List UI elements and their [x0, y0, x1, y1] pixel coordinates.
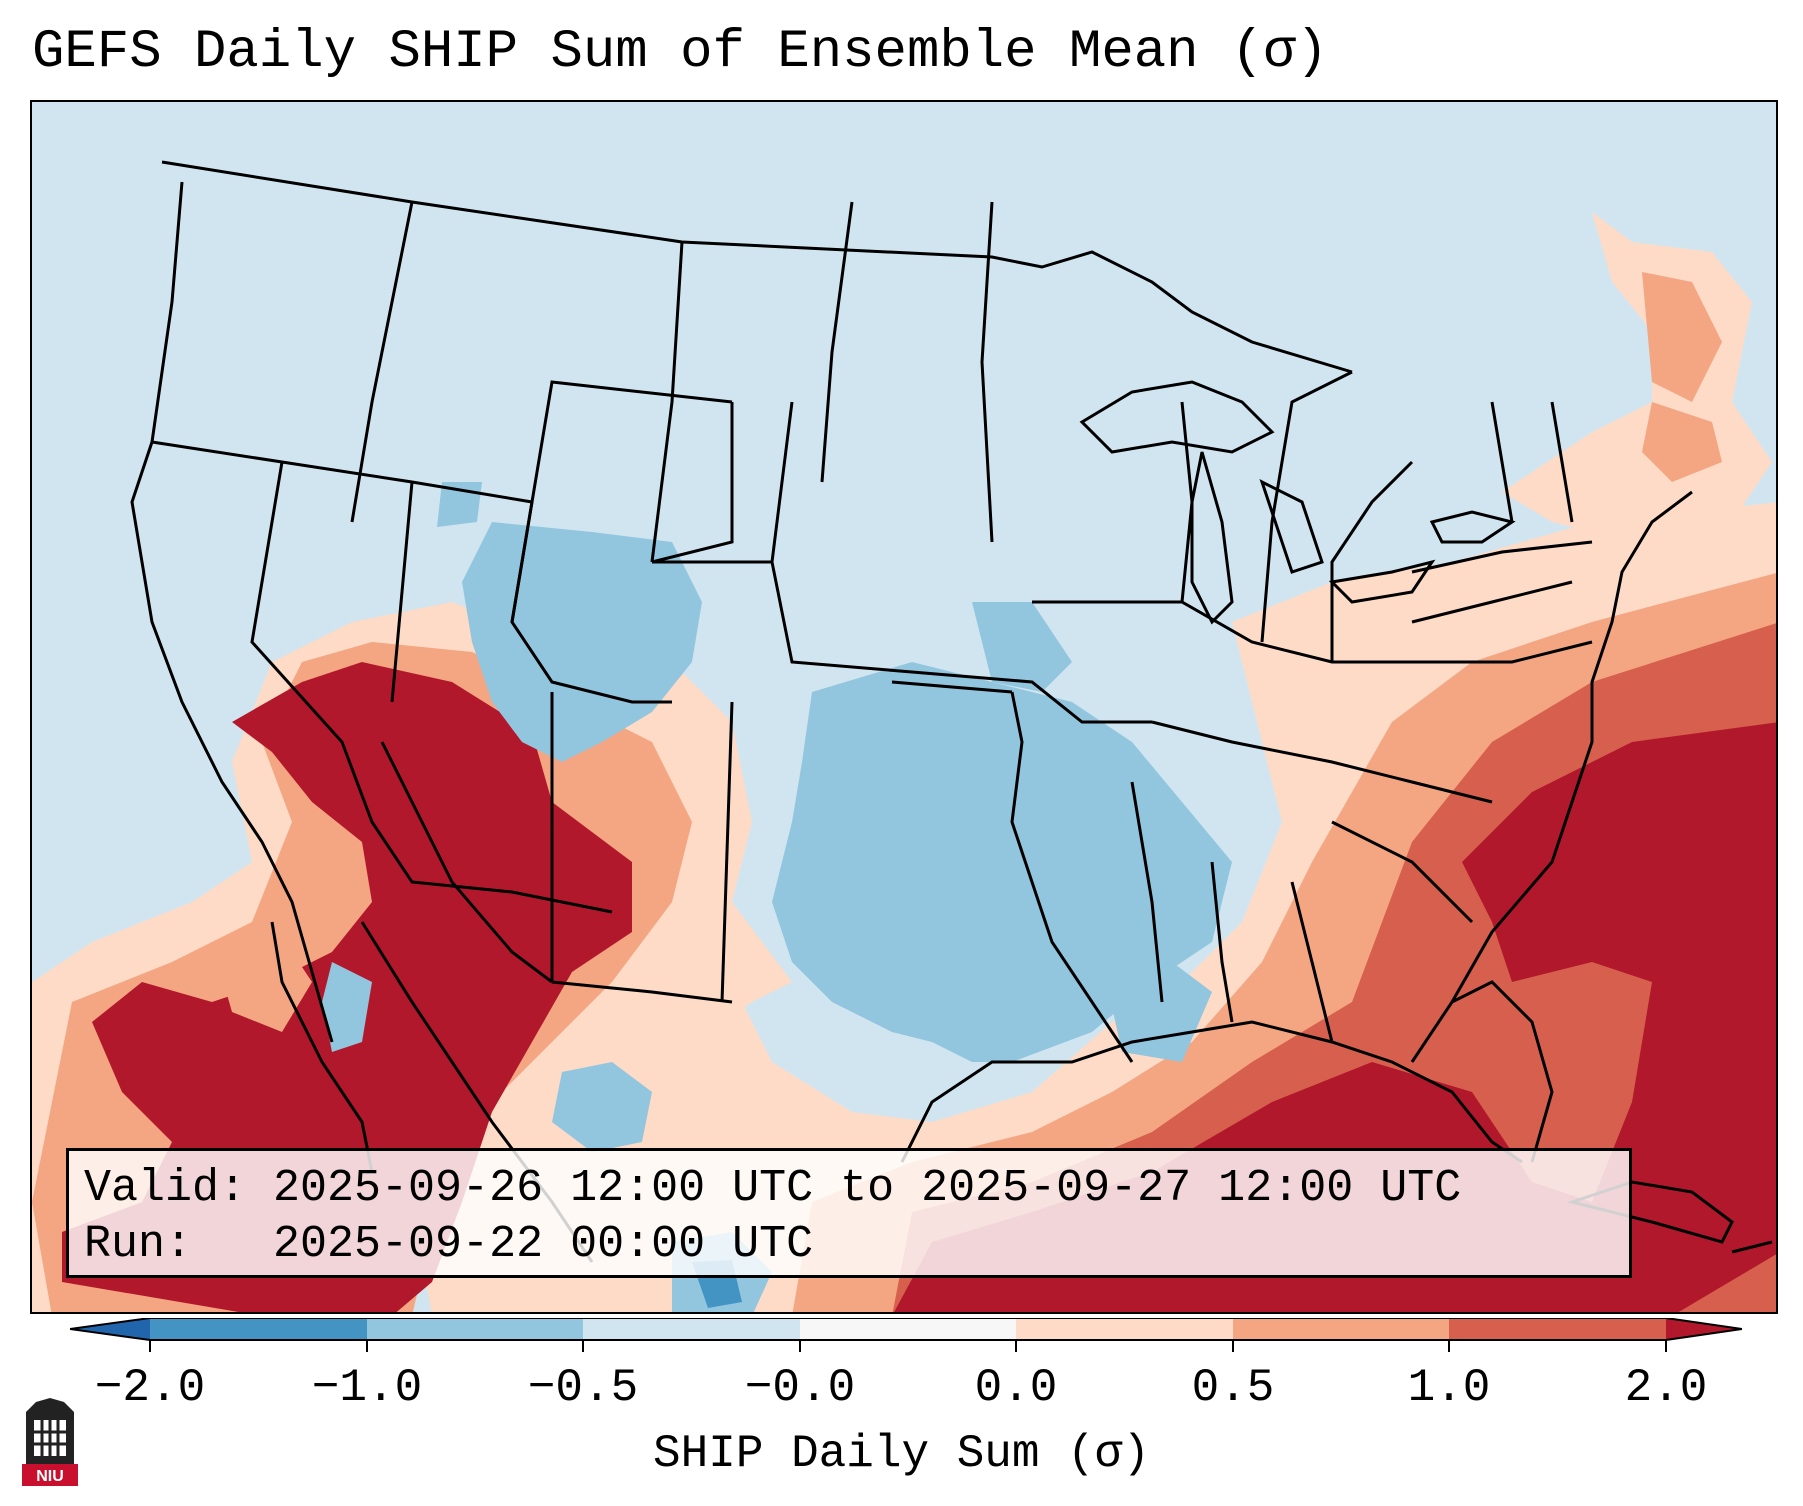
- colorbar-bin-7: [1449, 1318, 1666, 1340]
- colorbar-bin-2: [367, 1318, 583, 1340]
- field-northeast-moderate: [1642, 272, 1722, 402]
- logo-text: NIU: [36, 1468, 64, 1485]
- colorbar-extend-low: [70, 1318, 150, 1340]
- colorbar-bin-6: [1233, 1318, 1449, 1340]
- ship-anomaly-map: [32, 102, 1776, 1312]
- colorbar-ticks: [149, 1340, 1667, 1352]
- field-baja-moderate: [212, 922, 312, 1032]
- valid-run-annotation: Valid: 2025-09-26 12:00 UTC to 2025-09-2…: [66, 1148, 1632, 1278]
- colorbar-bin-4: [800, 1318, 1016, 1340]
- colorbar-tick-label: −0.0: [744, 1362, 856, 1414]
- colorbar-tick-label: 2.0: [1624, 1362, 1708, 1414]
- field-newengland-moderate: [1642, 402, 1722, 482]
- colorbar-bin-5: [1016, 1318, 1233, 1340]
- colorbar-tick-label: −2.0: [94, 1362, 206, 1414]
- colorbar-tick-label: 0.0: [974, 1362, 1058, 1414]
- colorbar-bin-1: [150, 1318, 367, 1340]
- field-nevada-moderate-negative: [322, 962, 372, 1052]
- niu-logo-icon: [22, 1398, 78, 1486]
- run-time-text: Run: 2025-09-22 00:00 UTC: [84, 1219, 814, 1270]
- boundary-lines: [130, 160, 1773, 1263]
- colorbar: [70, 1318, 1742, 1352]
- field-ozarks-moderate-negative: [972, 602, 1072, 692]
- map-panel[interactable]: [30, 100, 1778, 1314]
- field-gulf-atlantic-max-positive: [894, 722, 1776, 1312]
- colorbar-tick-label: 1.0: [1407, 1362, 1491, 1414]
- valid-time-text: Valid: 2025-09-26 12:00 UTC to 2025-09-2…: [84, 1163, 1462, 1214]
- page-title: GEFS Daily SHIP Sum of Ensemble Mean (σ): [32, 22, 1329, 83]
- colorbar-tick-label: −0.5: [527, 1362, 639, 1414]
- colorbar-tick-label: 0.5: [1191, 1362, 1275, 1414]
- colorbar-extend-high: [1666, 1318, 1742, 1340]
- field-sw-texas-moderate-negative: [552, 1062, 652, 1152]
- field-gulfcoast-moderate-negative: [1102, 962, 1212, 1062]
- colorbar-tick-label: −1.0: [311, 1362, 423, 1414]
- colorbar-label: SHIP Daily Sum (σ): [653, 1428, 1150, 1480]
- colorbar-bin-3: [583, 1318, 800, 1340]
